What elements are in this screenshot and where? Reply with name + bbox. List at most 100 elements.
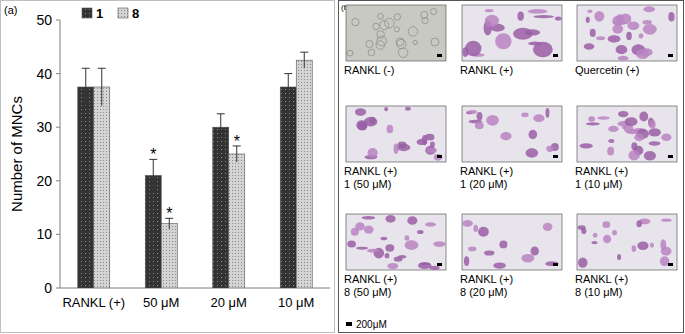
stained-cell bbox=[528, 130, 537, 139]
error-bar bbox=[300, 52, 308, 68]
y-tick bbox=[56, 20, 60, 21]
stained-cell bbox=[362, 216, 376, 220]
bar bbox=[78, 87, 94, 288]
stained-cell bbox=[425, 222, 436, 226]
legend-label: 1 bbox=[96, 6, 103, 21]
y-axis bbox=[60, 20, 61, 288]
scale-bar bbox=[553, 263, 558, 266]
error-stem bbox=[304, 52, 305, 68]
stained-cell bbox=[661, 247, 672, 256]
stained-cell bbox=[545, 108, 549, 118]
y-tick-label: 30 bbox=[36, 119, 52, 135]
stained-cell bbox=[486, 115, 499, 126]
stained-cell bbox=[593, 233, 598, 238]
micrograph-label: RANKL (+) bbox=[575, 165, 628, 177]
error-cap bbox=[82, 68, 90, 69]
stained-cell bbox=[386, 125, 393, 133]
stained-cell bbox=[660, 256, 669, 266]
y-tick-label: 40 bbox=[36, 66, 52, 82]
stained-cell bbox=[625, 117, 638, 126]
micrograph-label: RANKL (+) bbox=[344, 165, 397, 177]
micrograph-label: 8 (20 μM) bbox=[460, 286, 507, 298]
cell bbox=[397, 39, 406, 48]
stained-cell bbox=[612, 230, 617, 235]
cell bbox=[373, 23, 380, 30]
stained-cell bbox=[612, 24, 623, 33]
micrograph-bg bbox=[577, 214, 677, 270]
cell bbox=[385, 18, 395, 28]
scale-bar bbox=[437, 263, 442, 266]
stained-cell bbox=[385, 244, 394, 251]
legend-swatch bbox=[82, 8, 92, 18]
cell bbox=[347, 50, 353, 56]
panel-frame bbox=[1, 1, 335, 333]
stained-cell bbox=[526, 148, 539, 157]
stained-cell bbox=[639, 112, 648, 122]
stained-cell bbox=[597, 116, 609, 119]
y-tick bbox=[56, 288, 60, 289]
stained-cell bbox=[587, 9, 592, 13]
stained-cell bbox=[661, 219, 672, 222]
stained-cell bbox=[650, 242, 654, 247]
bar bbox=[296, 60, 312, 288]
micrograph-label: RANKL (-) bbox=[344, 64, 394, 76]
cell bbox=[377, 31, 385, 39]
stained-cell bbox=[632, 245, 637, 252]
significance-mark: * bbox=[166, 205, 172, 222]
stained-cell bbox=[602, 221, 610, 228]
stained-cell bbox=[618, 56, 629, 61]
stained-cell bbox=[417, 139, 428, 145]
error-stem bbox=[153, 159, 154, 191]
scale-bar bbox=[437, 54, 442, 57]
stained-cell bbox=[405, 107, 411, 111]
micrograph-label: RANKL (+) bbox=[344, 273, 397, 285]
micrograph bbox=[346, 214, 446, 270]
micrograph-bg bbox=[346, 214, 446, 270]
cell bbox=[398, 48, 407, 57]
stained-cell bbox=[394, 256, 403, 261]
stained-cell bbox=[499, 241, 507, 249]
stained-cell bbox=[591, 241, 597, 244]
stained-cell bbox=[631, 142, 637, 150]
micrograph bbox=[577, 5, 677, 61]
stained-cell bbox=[418, 262, 431, 269]
x-tick-label: 50 μM bbox=[143, 295, 179, 310]
stained-cell bbox=[356, 247, 368, 250]
micrograph-label: 1 (20 μM) bbox=[460, 178, 507, 190]
micrograph-bg bbox=[346, 5, 446, 61]
stained-cell bbox=[596, 36, 605, 40]
stained-cell bbox=[525, 29, 540, 35]
stained-cell bbox=[628, 150, 639, 160]
stained-cell bbox=[477, 112, 483, 121]
error-bar bbox=[149, 159, 157, 191]
stained-cell bbox=[367, 249, 379, 253]
stained-cell bbox=[468, 110, 477, 114]
stained-cell bbox=[528, 42, 542, 46]
scale-bar bbox=[668, 54, 673, 57]
stained-cell bbox=[385, 253, 390, 258]
bar bbox=[229, 154, 245, 288]
stained-cell bbox=[641, 48, 653, 56]
stained-cell bbox=[644, 151, 656, 161]
x-tick-label: 20 μM bbox=[211, 295, 247, 310]
stained-cell bbox=[584, 43, 595, 49]
stained-cell bbox=[603, 235, 611, 244]
stained-cell bbox=[387, 263, 398, 269]
y-tick bbox=[56, 73, 60, 74]
stained-cell bbox=[405, 240, 419, 250]
error-cap bbox=[300, 52, 308, 53]
stained-cell bbox=[642, 20, 651, 25]
figure: (a)01020304050Number of MNCsRANKL (+)50 … bbox=[0, 0, 685, 334]
stained-cell bbox=[394, 144, 399, 154]
micrograph bbox=[577, 214, 677, 270]
stained-cell bbox=[588, 116, 595, 121]
stained-cell bbox=[608, 126, 618, 132]
stained-cell bbox=[555, 16, 562, 20]
stained-cell bbox=[433, 241, 445, 247]
y-tick-label: 0 bbox=[44, 280, 52, 296]
bar bbox=[213, 127, 229, 288]
micrograph-label: RANKL (+) bbox=[575, 273, 628, 285]
stained-cell bbox=[364, 226, 374, 234]
stained-cell bbox=[468, 247, 476, 252]
stained-cell bbox=[531, 246, 539, 255]
